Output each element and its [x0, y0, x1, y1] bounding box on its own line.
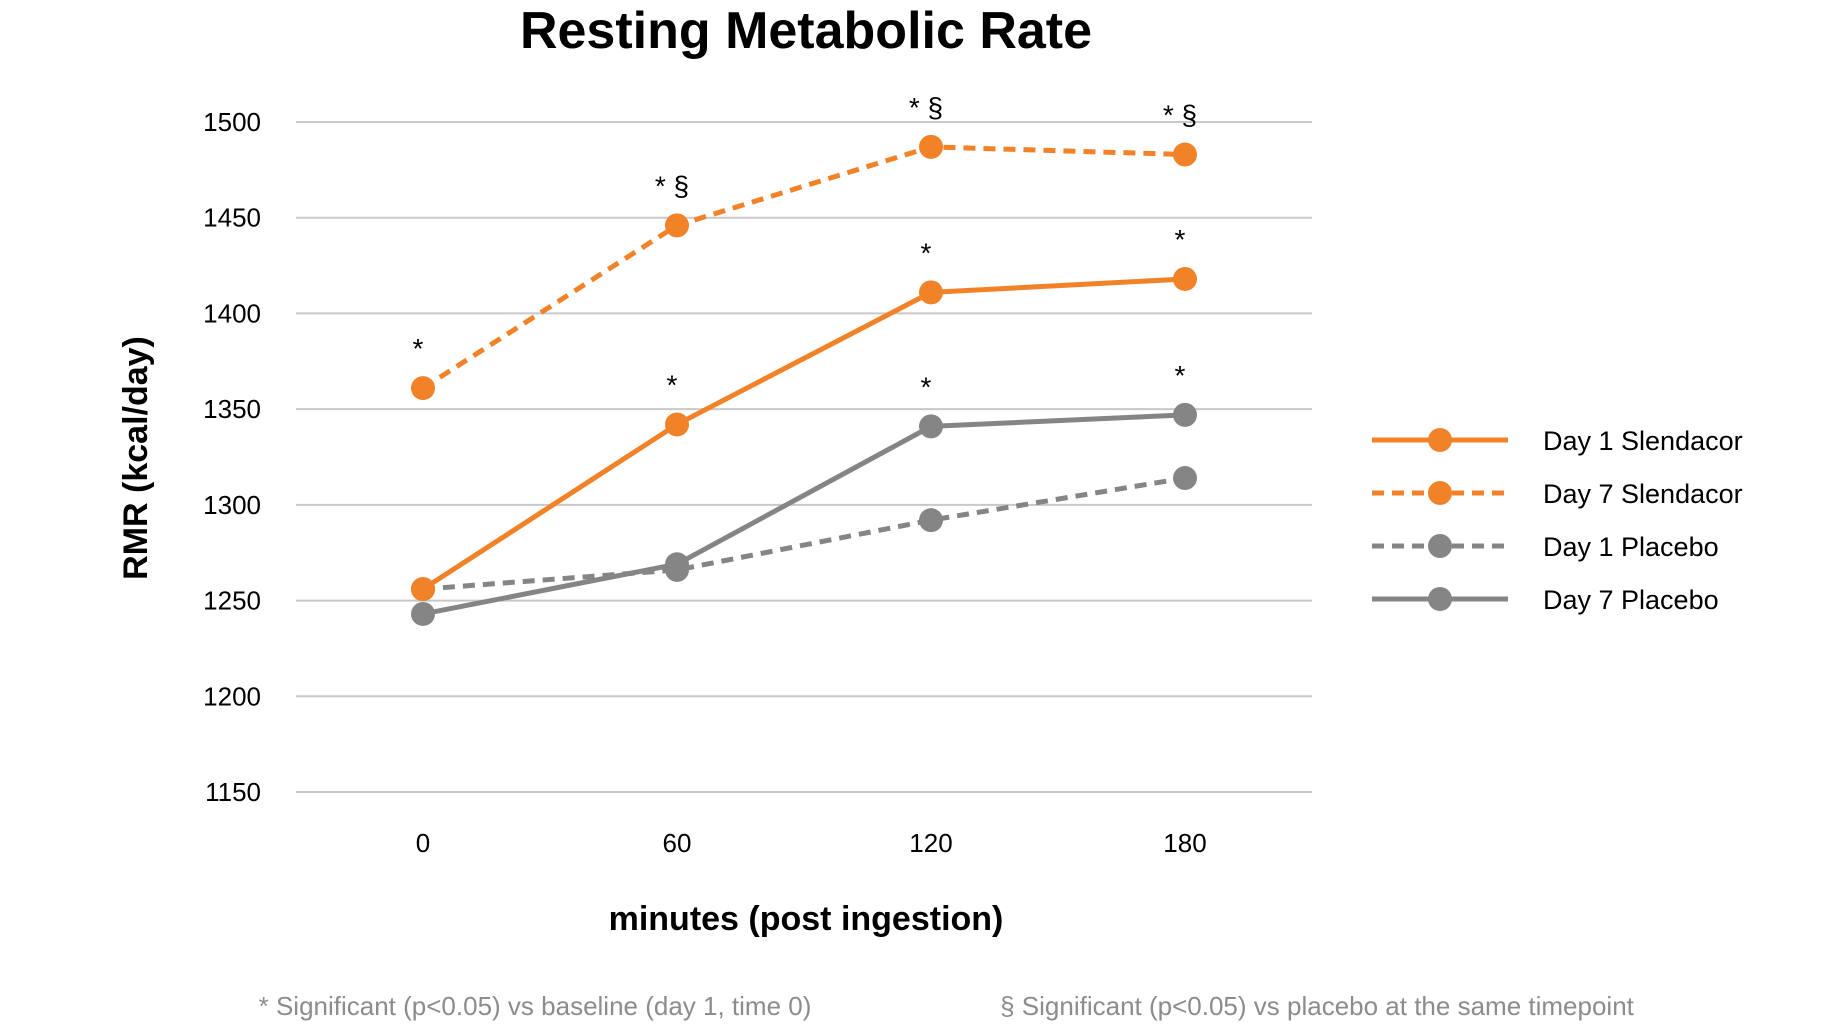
series-line: [421, 144, 1186, 391]
legend: Day 1 Slendacor Day 7 Slendacor Day 1 Plac…: [1372, 426, 1743, 615]
data-point: [1173, 466, 1197, 491]
y-tick-label: 1350: [203, 394, 261, 424]
footnote-placebo: § Significant (p<0.05) vs placebo at the…: [1000, 991, 1635, 1021]
series-day-1-slendacor: * * *: [411, 224, 1197, 602]
footnote-baseline: * Significant (p<0.05) vs baseline (day …: [259, 991, 812, 1021]
series-day-7-slendacor: * * § * § * §: [411, 92, 1197, 401]
series-line: [421, 276, 1186, 592]
legend-label: Day 1 Placebo: [1543, 532, 1719, 562]
y-tick-label: 1300: [203, 490, 261, 520]
data-point: [919, 414, 943, 439]
x-tick-label: 180: [1163, 828, 1206, 858]
x-axis-label: minutes (post ingestion): [609, 900, 1004, 938]
data-point: [1173, 142, 1197, 167]
legend-marker: [1428, 428, 1452, 452]
y-tick-label: 1500: [203, 107, 261, 137]
significance-label: * §: [655, 170, 689, 201]
significance-label: *: [921, 237, 932, 268]
data-point: [1173, 402, 1197, 427]
legend-label: Day 7 Placebo: [1543, 585, 1719, 615]
x-tick-label: 60: [663, 828, 692, 858]
data-point: [411, 376, 435, 401]
significance-label: *: [921, 371, 932, 402]
legend-label: Day 1 Slendacor: [1543, 426, 1743, 456]
significance-label: *: [1175, 224, 1186, 255]
data-point: [919, 508, 943, 533]
y-tick-label: 1450: [203, 203, 261, 233]
significance-label: *: [667, 369, 678, 400]
significance-label: * §: [909, 92, 943, 123]
series-line: [422, 475, 1186, 592]
y-tick-label: 1150: [205, 777, 261, 807]
data-point: [665, 552, 689, 577]
series-line: [422, 412, 1186, 617]
legend-marker: [1428, 534, 1452, 558]
data-point: [411, 601, 435, 626]
y-tick-label: 1400: [203, 298, 261, 328]
data-point: [411, 577, 435, 602]
y-tick-label: 1250: [203, 586, 261, 616]
series-day-7-placebo: * *: [411, 360, 1197, 626]
legend-marker: [1428, 481, 1452, 505]
y-axis-ticks: 1150 1200 1250 1300 1350 1400 1450 1500: [203, 107, 261, 807]
x-tick-label: 120: [909, 828, 952, 858]
plot-area: * *** *** §* § * §: [411, 92, 1197, 626]
data-point: [1173, 266, 1197, 291]
gridlines: [296, 121, 1312, 793]
legend-marker: [1428, 587, 1452, 611]
data-point: [919, 134, 943, 159]
significance-label: *: [1175, 360, 1186, 391]
significance-label: * §: [1163, 100, 1197, 131]
x-axis-ticks: 0 60 120 180: [416, 828, 1207, 858]
significance-label: *: [413, 333, 424, 364]
legend-label: Day 7 Slendacor: [1543, 479, 1743, 509]
data-point: [665, 213, 689, 238]
data-point: [919, 280, 943, 305]
x-tick-label: 0: [416, 828, 430, 858]
y-axis-label: RMR (kcal/day): [117, 336, 155, 580]
y-tick-label: 1200: [203, 681, 261, 711]
data-point: [665, 412, 689, 437]
series-day-1-placebo: [411, 466, 1197, 602]
chart-title: Resting Metabolic Rate: [520, 2, 1092, 60]
